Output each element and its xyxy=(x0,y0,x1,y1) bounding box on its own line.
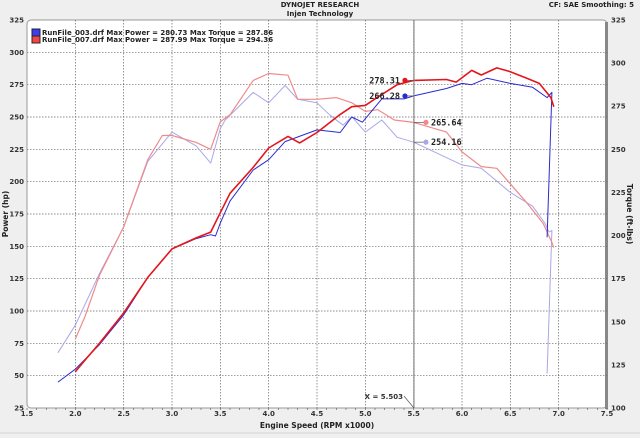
x-tick-label: 2.5 xyxy=(117,410,130,418)
legend-entry-007: RunFile_007.drf Max Power = 287.99 Max T… xyxy=(42,36,273,44)
x-axis-label: Engine Speed (RPM x1000) xyxy=(260,421,374,430)
legend-swatch-003 xyxy=(31,28,41,37)
y2-tick-label: 300 xyxy=(611,60,626,68)
y-tick-label: 150 xyxy=(9,243,24,251)
y2-tick-label: 325 xyxy=(611,17,626,25)
header-company: DYNOJET RESEARCH xyxy=(280,1,360,9)
y-tick-label: 225 xyxy=(9,146,24,154)
legend-swatch-007 xyxy=(31,35,41,44)
y-tick-label: 300 xyxy=(9,49,24,57)
y2-tick-label: 100 xyxy=(611,405,626,413)
y-tick-label: 75 xyxy=(14,340,24,348)
annotation-value: 278.31 xyxy=(369,76,400,86)
series-line-runfile_007-drf-torque xyxy=(74,72,555,340)
y-tick-label: 125 xyxy=(9,275,24,283)
plot-right-border xyxy=(605,22,608,409)
y2-tick-label: 175 xyxy=(611,275,626,283)
annotation-dot xyxy=(402,93,408,99)
x-tick-label: 7.0 xyxy=(552,410,565,418)
annotation-dot xyxy=(423,139,429,145)
x-tick-label: 3.0 xyxy=(166,410,179,418)
x-tick-label: 5.5 xyxy=(407,410,420,418)
y-tick-label: 100 xyxy=(9,308,24,316)
legend: RunFile_003.drf Max Power = 280.73 Max T… xyxy=(31,28,273,44)
annotation-dot xyxy=(423,119,429,125)
series-line-runfile_007-drf-power xyxy=(74,67,555,373)
legend-entry-003: RunFile_003.drf Max Power = 280.73 Max T… xyxy=(42,29,273,37)
y2-tick-label: 200 xyxy=(611,232,626,240)
x-tick-label: 4.5 xyxy=(311,410,324,418)
x-tick-label: 2.0 xyxy=(69,410,82,418)
x-tick-label: 6.5 xyxy=(504,410,517,418)
series-line-runfile_003-drf-torque xyxy=(57,85,553,374)
y2-axis-label: Torque (ft-lbs) xyxy=(625,184,634,245)
y2-tick-label: 275 xyxy=(611,103,626,111)
y2-tick-label: 125 xyxy=(611,361,626,369)
y2-tick-label: 150 xyxy=(611,318,626,326)
x-tick-label: 3.5 xyxy=(214,410,227,418)
y-tick-label: 175 xyxy=(9,211,24,219)
y-tick-label: 25 xyxy=(14,405,24,413)
y-tick-label: 275 xyxy=(9,81,24,89)
x-tick-label: 1.5 xyxy=(21,410,34,418)
header-subtitle: Injen Technology xyxy=(286,10,354,18)
x-tick-label: 5.0 xyxy=(359,410,372,418)
y-tick-label: 250 xyxy=(9,114,24,122)
cursor-label: X = 5.503 xyxy=(365,393,403,401)
y2-tick-label: 225 xyxy=(611,189,626,197)
y-axis-label: Power (hp) xyxy=(1,191,10,238)
y-tick-label: 325 xyxy=(9,17,24,25)
cursor-leader xyxy=(403,395,415,409)
x-tick-label: 6.0 xyxy=(456,410,469,418)
header-settings: CF: SAE Smoothing: 5 xyxy=(548,1,634,9)
annotation-dot xyxy=(402,77,408,83)
x-tick-label: 4.0 xyxy=(262,410,275,418)
x-tick-label: 7.5 xyxy=(601,410,614,418)
annotation-value: 265.64 xyxy=(431,118,462,128)
y-tick-label: 200 xyxy=(9,178,24,186)
annotation-value: 266.28 xyxy=(369,92,400,102)
y-tick-label: 50 xyxy=(14,372,24,380)
annotation-value: 254.16 xyxy=(431,138,462,148)
y2-tick-label: 250 xyxy=(611,146,626,154)
